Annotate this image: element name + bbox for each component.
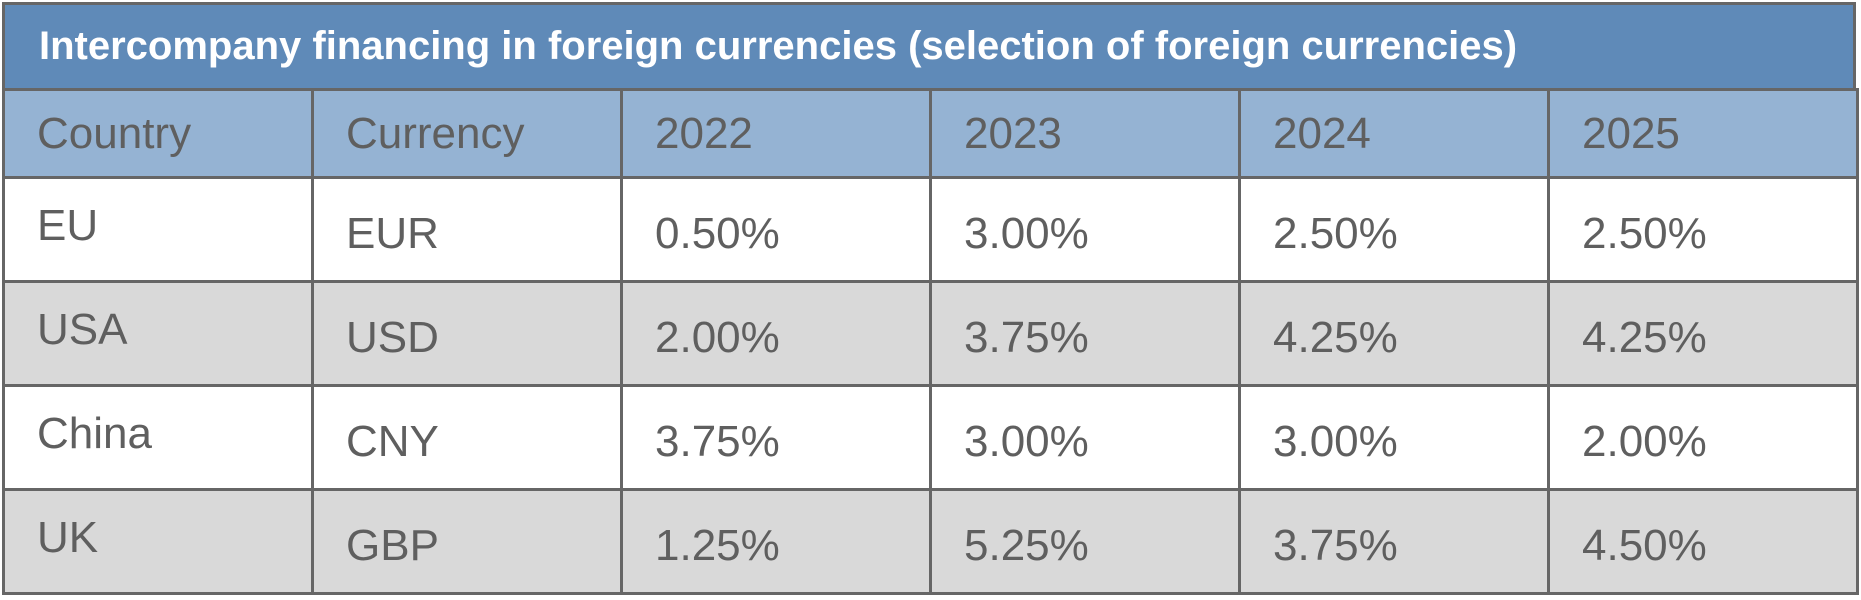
country-cell: EU (2, 176, 314, 283)
table-row-usa: USA USD 2.00% 3.75% 4.25% 4.25% (2, 280, 1859, 387)
currency-cell: EUR (311, 176, 623, 283)
currency-cell: GBP (311, 488, 623, 595)
rate-cell-2025: 4.25% (1547, 280, 1859, 387)
rate-cell-2022: 1.25% (620, 488, 932, 595)
table-row-eu: EU EUR 0.50% 3.00% 2.50% 2.50% (2, 176, 1859, 283)
country-cell: USA (2, 280, 314, 387)
country-cell: UK (2, 488, 314, 595)
currency-cell: CNY (311, 384, 623, 491)
table-title: Intercompany financing in foreign curren… (2, 2, 1856, 88)
column-header-currency: Currency (311, 88, 623, 179)
country-cell: China (2, 384, 314, 491)
rate-cell-2024: 4.25% (1238, 280, 1550, 387)
rate-cell-2025: 2.00% (1547, 384, 1859, 491)
table-row-uk: UK GBP 1.25% 5.25% 3.75% 4.50% (2, 488, 1859, 595)
rate-cell-2023: 3.75% (929, 280, 1241, 387)
rate-cell-2024: 2.50% (1238, 176, 1550, 283)
rate-cell-2023: 5.25% (929, 488, 1241, 595)
rate-cell-2025: 2.50% (1547, 176, 1859, 283)
rate-cell-2025: 4.50% (1547, 488, 1859, 595)
column-header-2022: 2022 (620, 88, 932, 179)
currency-cell: USD (311, 280, 623, 387)
column-header-2024: 2024 (1238, 88, 1550, 179)
rate-cell-2024: 3.75% (1238, 488, 1550, 595)
rate-cell-2023: 3.00% (929, 176, 1241, 283)
rate-cell-2022: 3.75% (620, 384, 932, 491)
rate-cell-2023: 3.00% (929, 384, 1241, 491)
rate-cell-2022: 2.00% (620, 280, 932, 387)
rates-grid: Country Currency 2022 2023 2024 2025 EU … (2, 88, 1859, 595)
rate-cell-2024: 3.00% (1238, 384, 1550, 491)
rate-cell-2022: 0.50% (620, 176, 932, 283)
table-row-china: China CNY 3.75% 3.00% 3.00% 2.00% (2, 384, 1859, 491)
header-row: Country Currency 2022 2023 2024 2025 (2, 88, 1859, 179)
column-header-country: Country (2, 88, 314, 179)
column-header-2025: 2025 (1547, 88, 1859, 179)
column-header-2023: 2023 (929, 88, 1241, 179)
